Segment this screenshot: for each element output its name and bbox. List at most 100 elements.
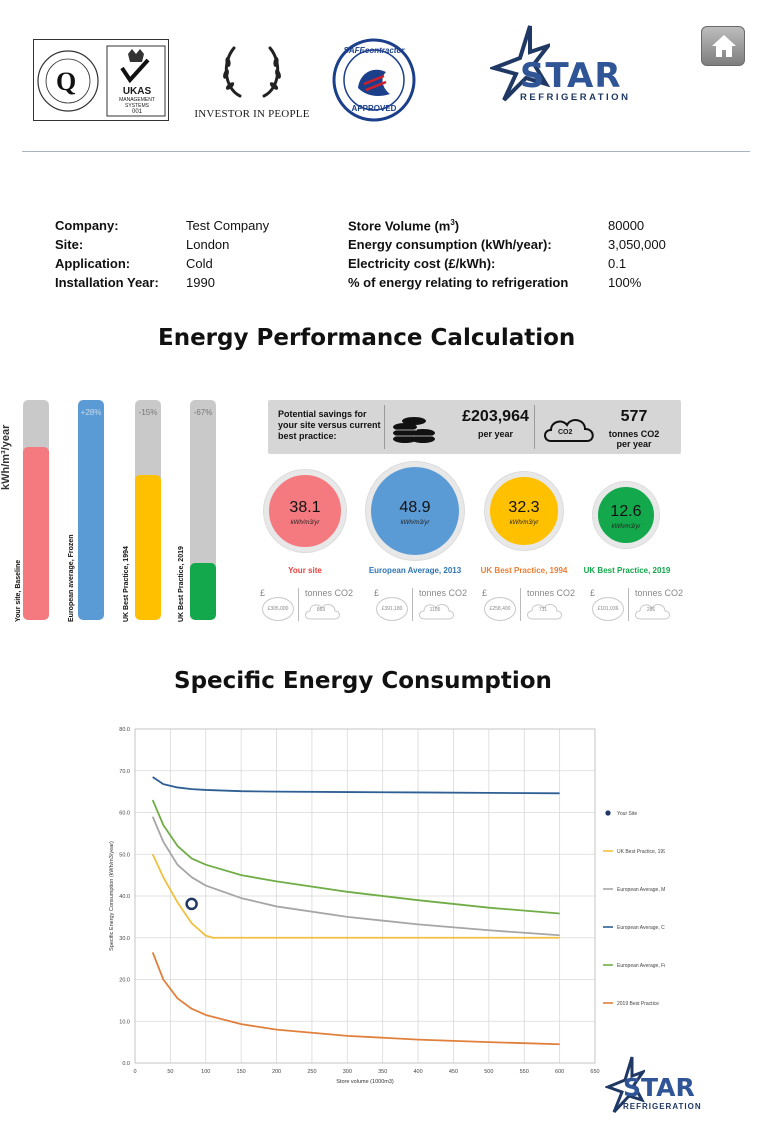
coin-outline-icon: £391,180 <box>376 597 408 621</box>
laurel-wreath-icon <box>223 46 281 98</box>
approved-text: APPROVED <box>351 104 397 113</box>
iip-caption: INVESTOR IN PEOPLE <box>194 108 310 120</box>
pound-sign: £ <box>260 588 266 598</box>
co2-icon-label: CO2 <box>558 429 573 436</box>
mini-divider <box>412 588 413 621</box>
performance-title: Energy Performance Calculation <box>158 325 576 351</box>
site-label: Site: <box>55 237 84 252</box>
ukas-text: UKAS <box>122 86 152 97</box>
savings-divider-2 <box>534 405 535 449</box>
bar-label-your-site: Your site, Baseline <box>15 559 22 622</box>
circle-label-your-site: Your site <box>288 566 322 575</box>
installation-year-label: Installation Year: <box>55 275 159 290</box>
legend-entry-label: 2019 Best Practice <box>617 1001 659 1007</box>
pound-sign: £ <box>374 588 380 598</box>
application-value: Cold <box>186 256 213 271</box>
star-name: STAR <box>623 1073 695 1102</box>
legend-entry-label: European Average, Mixed <box>617 887 665 893</box>
installation-year-value: 1990 <box>186 275 215 290</box>
savings-money-value: £203,964 <box>462 408 529 425</box>
mini-divider <box>298 588 299 621</box>
circle-unit: kWh/m3/yr <box>290 520 320 526</box>
y-tick-label: 50.0 <box>119 852 130 858</box>
investor-in-people-logo: INVESTOR IN PEOPLE <box>188 40 316 120</box>
savings-summary: Potential savings for your site versus c… <box>268 400 681 454</box>
coins-icon <box>393 417 435 443</box>
pound-sign: £ <box>482 588 488 598</box>
mini-divider <box>520 588 521 621</box>
ukas-number: 001 <box>131 109 142 115</box>
mini-co2-value: 1106 <box>429 607 441 613</box>
ukas-management: MANAGEMENT <box>119 97 155 103</box>
bar-pct-uk-2019: -67% <box>193 408 213 417</box>
cloud-outline-icon <box>635 603 670 620</box>
mini-co2-value: 731 <box>538 607 548 613</box>
savings-co2-value: 577 <box>620 408 648 425</box>
cloud-outline-icon <box>527 603 562 620</box>
electricity-cost-label: Electricity cost (£/kWh): <box>348 256 496 271</box>
bar-y-axis-label: kWh/m³/year <box>0 424 12 490</box>
tonnes-co2-label: tonnes CO2 <box>305 588 354 598</box>
circle-label-uk-2019: UK Best Practice, 2019 <box>583 566 671 575</box>
y-tick-label: 10.0 <box>119 1019 130 1025</box>
coin-outline-icon: £305,000 <box>262 597 294 621</box>
circle-european-average: 48.9 kWh/m3/yr <box>366 462 464 560</box>
cloud-outline-icon <box>419 603 454 620</box>
coin-outline-icon: £101,036 <box>592 597 624 621</box>
electricity-cost-value: 0.1 <box>608 256 627 271</box>
series-line <box>151 853 560 939</box>
legend-entry-label: UK Best Practice, 1994 <box>617 849 665 855</box>
bar-label-european-average: European average, Frozen <box>68 534 75 622</box>
store-volume-value: 80000 <box>608 218 645 233</box>
company-label: Company: <box>55 218 119 233</box>
pound-sign: £ <box>590 588 596 598</box>
mini-co2-value: 286 <box>646 607 656 613</box>
mini-co2-value: 863 <box>316 607 326 613</box>
circle-value: 32.3 <box>508 499 540 516</box>
svg-text:Q: Q <box>56 67 76 96</box>
x-tick-label: 50 <box>167 1069 173 1075</box>
x-tick-label: 0 <box>133 1069 136 1075</box>
y-tick-label: 60.0 <box>119 811 130 817</box>
x-tick-label: 650 <box>590 1069 599 1075</box>
site-value: London <box>186 237 230 252</box>
bar-pct-uk-1994: -15% <box>138 408 158 417</box>
plot-frame <box>134 728 596 1064</box>
ukas-systems: SYSTEMS <box>125 103 149 109</box>
circle-unit: kWh/m3/yr <box>611 524 641 530</box>
circle-uk-2019: 12.6 kWh/m3/yr <box>593 482 659 548</box>
specific-energy-title: Specific Energy Consumption <box>174 668 552 694</box>
home-button[interactable] <box>701 26 745 66</box>
refrigeration-share-value: 100% <box>608 275 642 290</box>
energy-consumption-label: Energy consumption (kWh/year): <box>348 237 552 252</box>
specific-energy-chart: 0 50 100 150 200 250 300 350 400 450 500 550 600 650 0… <box>109 727 665 1085</box>
mini-stats-your-site: £ £305,000 tonnes CO2 863 <box>258 588 353 622</box>
series-line <box>152 776 560 795</box>
circle-label-uk-1994: UK Best Practice, 1994 <box>480 566 568 575</box>
x-tick-label: 200 <box>272 1069 281 1075</box>
legend-marker-point <box>605 810 611 816</box>
x-tick-label: 450 <box>449 1069 458 1075</box>
safe-text: SAFEcontractor <box>343 46 405 55</box>
iso-badge-icon: Q <box>37 45 166 117</box>
star-icon <box>490 25 550 102</box>
x-tick-label: 350 <box>378 1069 387 1075</box>
bar-fill-uk-2019 <box>190 562 216 620</box>
refrigeration-text: REFRIGERATION <box>623 1102 702 1111</box>
star-refrigeration-footer-logo: STAR REFRIGERATION <box>605 1055 720 1117</box>
y-axis-label: Specific Energy Consumption (kWh/m3/year… <box>109 841 115 951</box>
mini-stats-european-average: £ £391,180 tonnes CO2 1106 <box>372 588 467 622</box>
mini-divider <box>628 588 629 621</box>
series-line <box>151 799 560 915</box>
home-icon <box>712 35 736 57</box>
y-tick-label: 80.0 <box>119 727 130 733</box>
circle-your-site: 38.1 kWh/m3/yr <box>264 470 346 552</box>
savings-description: Potential savings for your site versus c… <box>278 409 381 441</box>
x-tick-label: 600 <box>555 1069 564 1075</box>
store-volume-label: Store Volume (m3) <box>348 218 460 234</box>
bar-fill-uk-1994 <box>135 474 161 620</box>
savings-co2-unit: tonnes CO2 per year <box>608 429 660 449</box>
bar-label-uk-2019: UK Best Practice, 2019 <box>178 546 185 622</box>
y-tick-label: 20.0 <box>119 978 130 984</box>
bar-fill-your-site <box>23 447 49 620</box>
